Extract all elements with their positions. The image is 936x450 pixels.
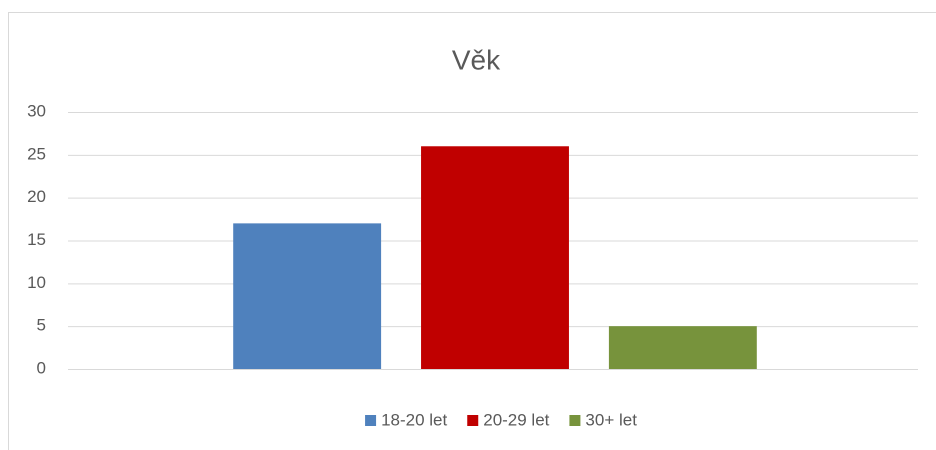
legend-label: 18-20 let [381,410,447,429]
y-tick-label: 20 [27,187,46,206]
bar [421,146,569,369]
y-tick-label: 15 [27,230,46,249]
y-tick-label: 10 [27,273,46,292]
chart-title: Věk [452,44,501,75]
legend-label: 20-29 let [483,410,549,429]
legend-label: 30+ let [585,410,637,429]
bar [608,326,757,369]
y-tick-label: 30 [27,101,46,120]
legend-swatch [467,415,479,426]
bar [233,223,382,369]
y-tick-label: 0 [37,358,46,377]
legend-swatch [365,415,377,426]
y-tick-label: 25 [27,144,46,163]
legend-swatch [569,415,581,426]
y-tick-label: 5 [37,316,46,335]
